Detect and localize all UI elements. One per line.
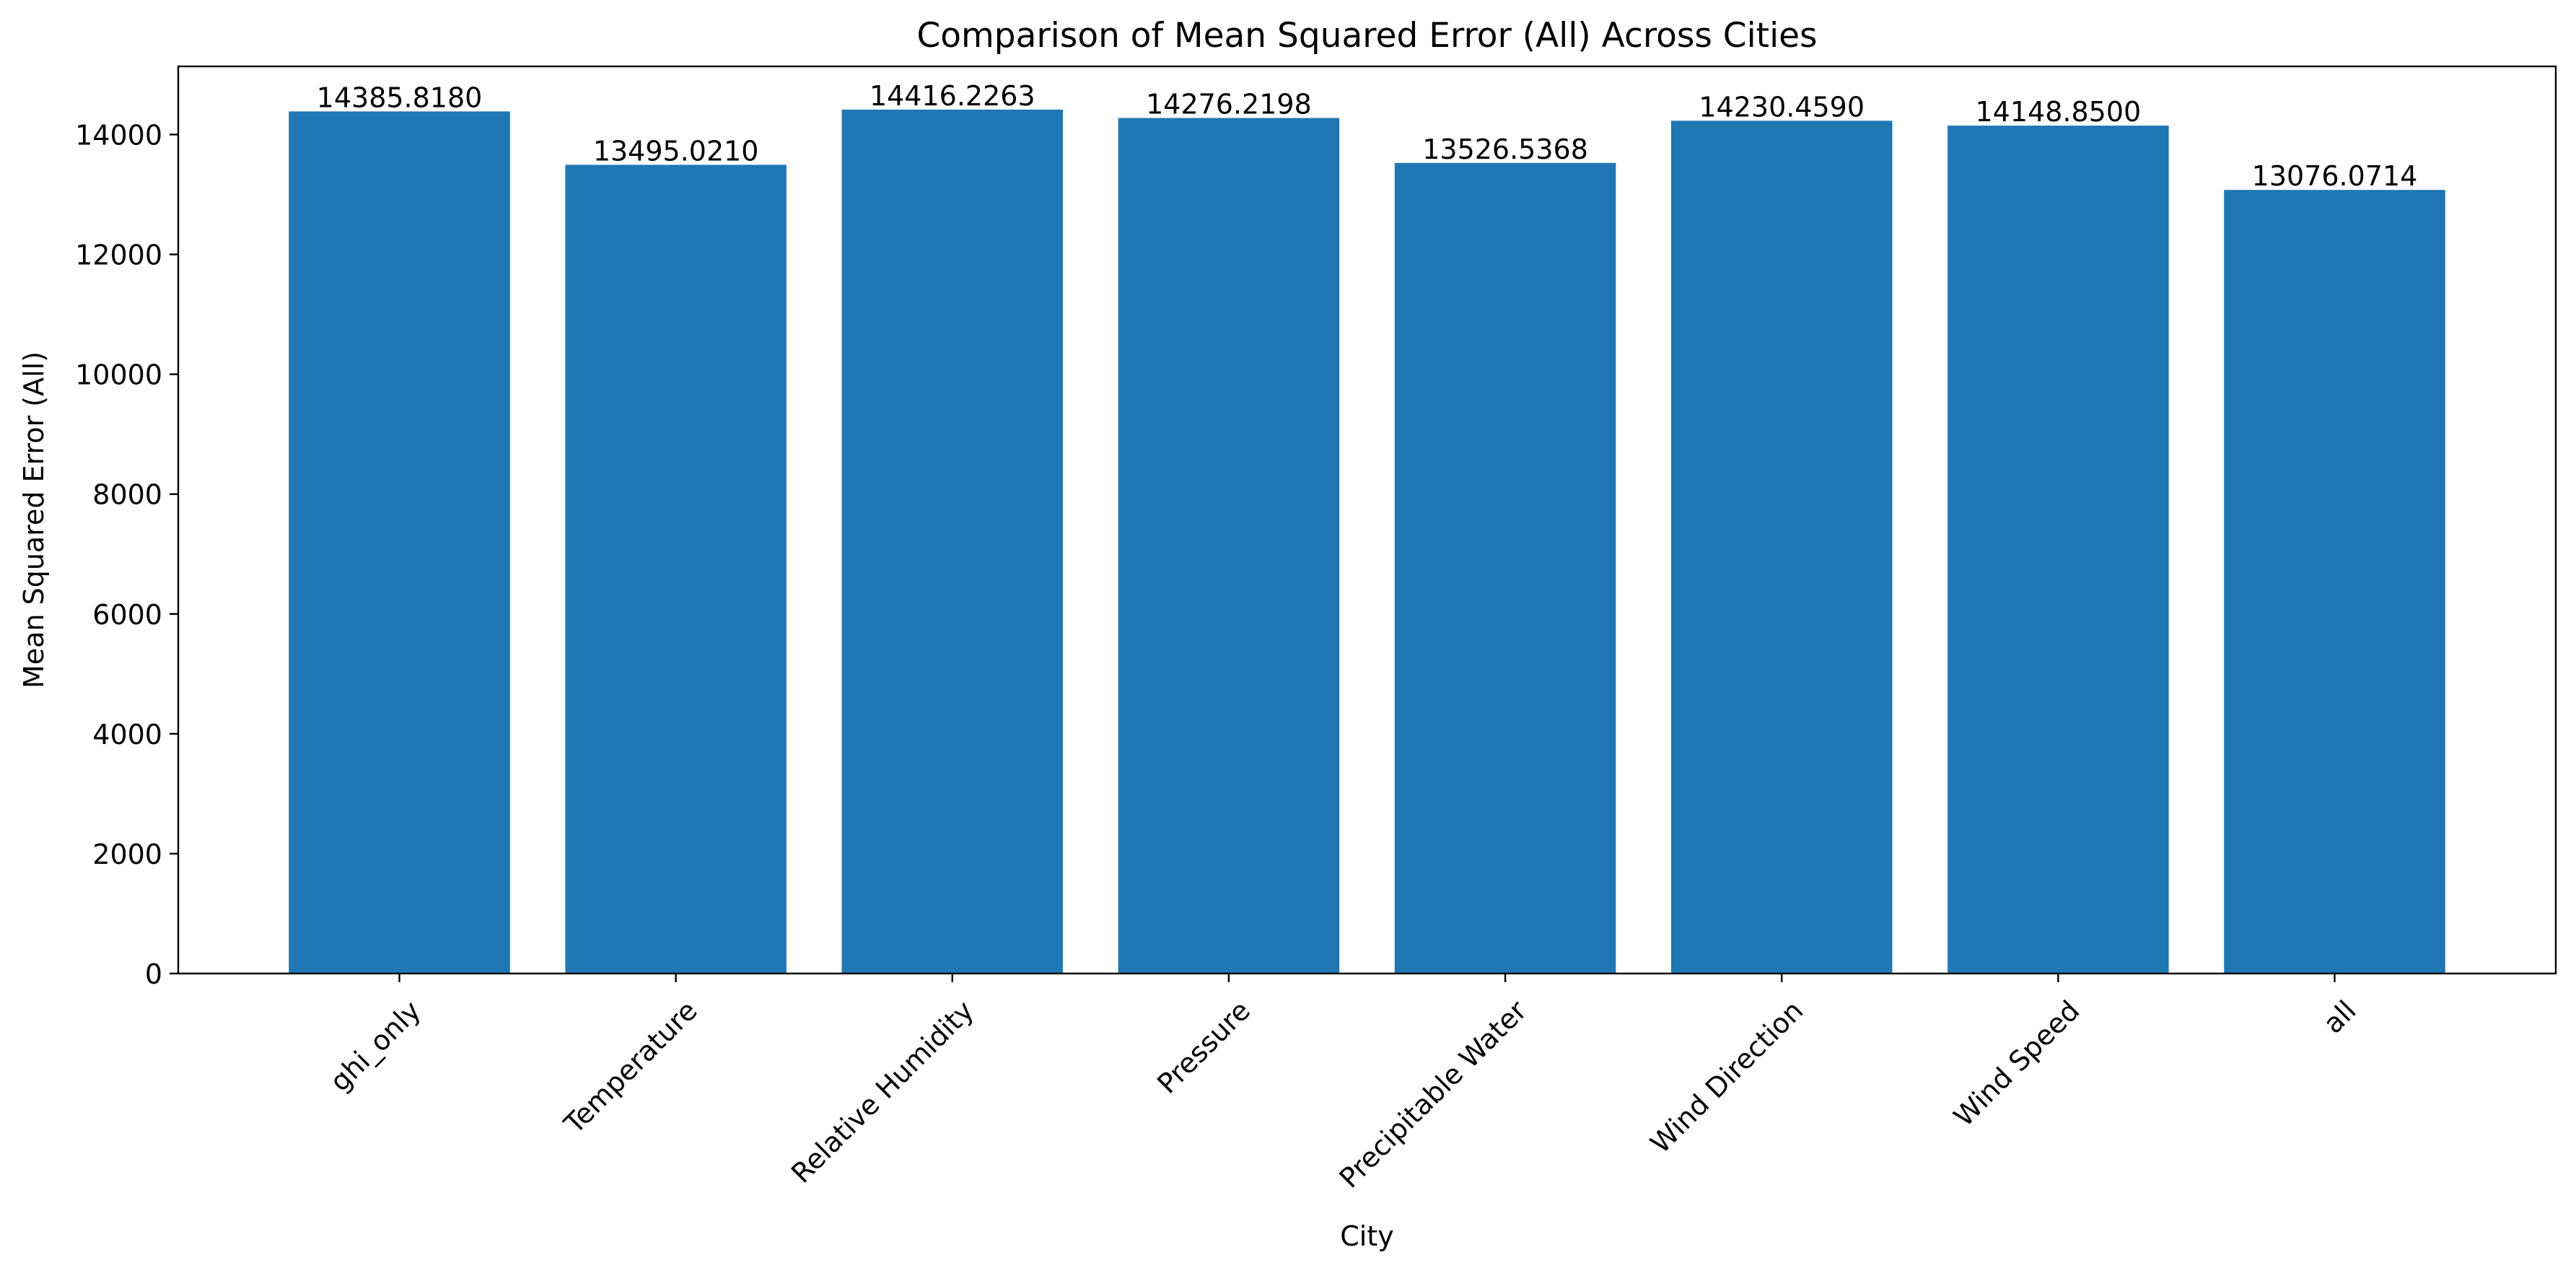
data-label: 13076.0714	[2252, 160, 2418, 192]
bar-pressure	[1118, 118, 1340, 974]
y-tick-label: 8000	[92, 479, 162, 511]
y-tick-label: 12000	[75, 240, 162, 271]
bar-wind-speed	[1948, 126, 2169, 974]
data-label: 14276.2198	[1146, 89, 1312, 121]
bar-wind-direction	[1670, 121, 1893, 974]
y-tick-label: 0	[145, 958, 162, 990]
data-label: 14148.8500	[1976, 96, 2142, 128]
y-tick-label: 2000	[92, 839, 162, 870]
y-tick-label: 10000	[75, 359, 162, 391]
y-tick-label: 6000	[92, 599, 162, 631]
chart-title: Comparison of Mean Squared Error (All) A…	[916, 16, 1817, 56]
bar-temperature	[565, 165, 787, 974]
data-labels-layer: 14385.8180 13495.0210 14416.2263 14276.2198…	[317, 80, 2418, 192]
data-label: 14385.8180	[317, 82, 483, 113]
bar-ghi-only	[289, 111, 510, 974]
y-axis-label: Mean Squared Error (All)	[18, 351, 50, 688]
y-tick-label: 4000	[92, 719, 162, 751]
data-label: 14230.4590	[1699, 91, 1865, 123]
bar-precipitable-water	[1394, 162, 1616, 974]
x-axis-label: City	[1340, 1220, 1393, 1252]
bars-layer	[289, 109, 2445, 974]
data-label: 14416.2263	[869, 80, 1035, 112]
bar-relative-humidity	[841, 109, 1064, 974]
y-tick-label: 14000	[75, 119, 162, 151]
y-axis-ticks: 0 2000 4000 6000 8000 10000 12000 14000	[75, 119, 178, 990]
data-label: 13526.5368	[1422, 134, 1588, 165]
plot-frame	[177, 65, 2557, 975]
data-label: 13495.0210	[593, 135, 759, 167]
bar-all	[2224, 190, 2445, 974]
